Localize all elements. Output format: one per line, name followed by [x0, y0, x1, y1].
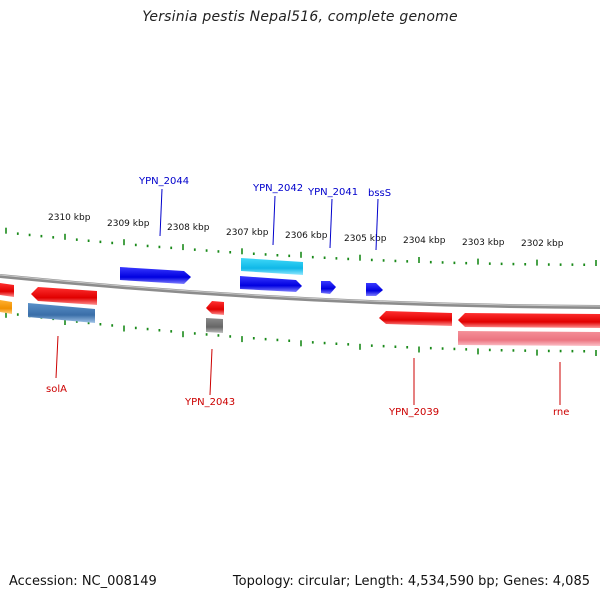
leader-line: [209, 348, 213, 396]
scale-label: 2302 kbp: [521, 239, 564, 249]
gene-rne-pink[interactable]: [458, 331, 600, 346]
reverse-genes[interactable]: [0, 283, 600, 346]
gene-label-ypn-2042: YPN_2042: [252, 183, 303, 194]
scale-label: 2305 kbp: [344, 234, 387, 244]
scale-label: 2308 kbp: [167, 223, 210, 233]
gene-edge-orange[interactable]: [0, 300, 12, 314]
accession-text: Accession: NC_008149: [9, 574, 157, 589]
scale-label: 2307 kbp: [226, 228, 269, 238]
gene-ypn-2041[interactable]: [321, 281, 336, 294]
gene-sola[interactable]: [31, 287, 97, 305]
gene-label-ypn-2044: YPN_2044: [138, 176, 189, 187]
reverse-gene-labels: solA YPN_2043 YPN_2039 rne: [46, 335, 569, 418]
scale-label: 2310 kbp: [48, 213, 91, 223]
gene-ypn-2043[interactable]: [206, 301, 224, 315]
reverse-tick-ruler: [5, 311, 597, 356]
gene-label-rne: rne: [553, 407, 569, 418]
leader-line: [55, 335, 59, 379]
scale-label: 2304 kbp: [403, 236, 446, 246]
leader-line: [375, 198, 379, 251]
leader-line: [159, 188, 163, 237]
gene-ypn-2044[interactable]: [120, 267, 191, 284]
topology-text: Topology: circular; Length: 4,534,590 bp…: [232, 574, 590, 589]
forward-gene-labels: YPN_2044 YPN_2042 YPN_2041 bssS: [138, 176, 391, 251]
genome-backbone: [0, 274, 600, 309]
leader-line: [272, 195, 276, 246]
gene-label-bsss: bssS: [368, 188, 391, 199]
scale-label: 2309 kbp: [107, 219, 150, 229]
scale-labels: 2310 kbp 2309 kbp 2308 kbp 2307 kbp 2306…: [48, 213, 564, 249]
leader-line: [329, 198, 333, 249]
gene-ypn-2042[interactable]: [240, 276, 302, 292]
gene-sola-steel[interactable]: [28, 303, 95, 323]
gene-rne[interactable]: [458, 313, 600, 328]
map-title: Yersinia pestis Nepal516, complete genom…: [142, 9, 458, 25]
gene-label-ypn-2041: YPN_2041: [307, 187, 358, 198]
gene-label-ypn-2039: YPN_2039: [388, 407, 439, 418]
gene-label-sola: solA: [46, 384, 67, 395]
gene-ypn-2042-cyan[interactable]: [241, 258, 303, 275]
gene-ypn-2039[interactable]: [379, 311, 452, 326]
scale-label: 2306 kbp: [285, 231, 328, 241]
genome-backbone-highlight: [0, 274, 600, 307]
forward-genes[interactable]: [120, 258, 383, 296]
gene-bsss[interactable]: [366, 283, 383, 296]
gene-edge-red[interactable]: [0, 283, 14, 297]
forward-tick-ruler: [5, 227, 597, 266]
gene-label-ypn-2043: YPN_2043: [184, 397, 235, 408]
gene-ypn-2043-gray[interactable]: [206, 318, 223, 333]
scale-label: 2303 kbp: [462, 238, 505, 248]
